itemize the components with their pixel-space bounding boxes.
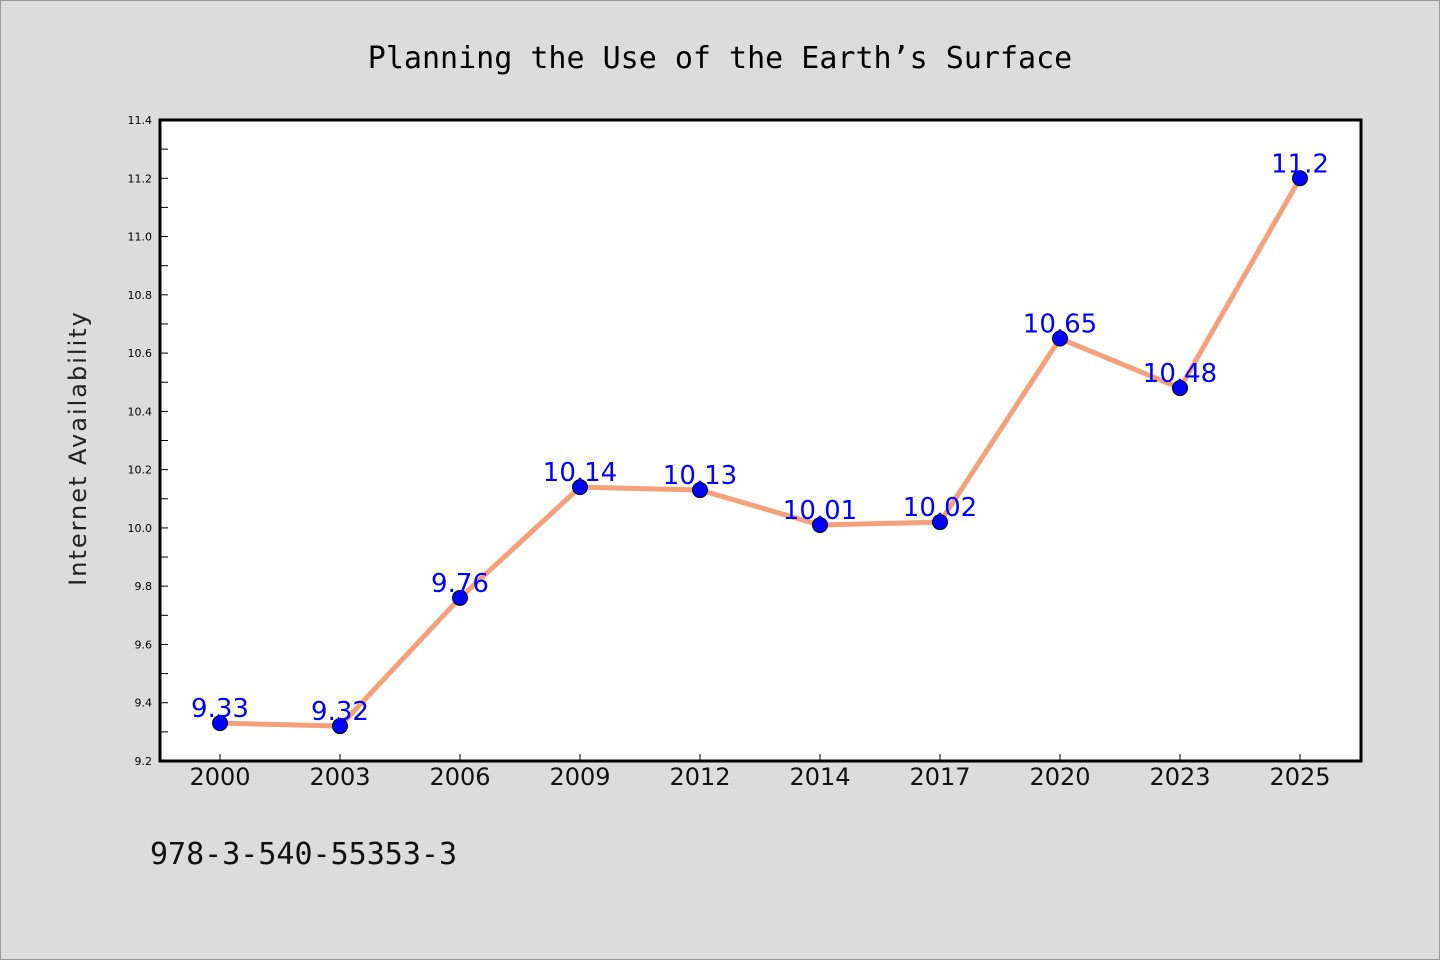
isbn-text: 978-3-540-55353-3: [150, 837, 457, 872]
y-tick-label: 10.6: [128, 347, 153, 360]
x-tick-label: 2017: [909, 763, 970, 791]
data-label: 10.02: [903, 493, 977, 523]
data-label: 9.32: [311, 697, 369, 727]
x-tick-label: 2023: [1149, 763, 1210, 791]
y-tick-label: 9.6: [135, 638, 153, 651]
y-tick-label: 10.8: [128, 289, 153, 302]
x-tick-label: 2012: [669, 763, 730, 791]
data-label: 10.65: [1023, 310, 1097, 340]
chart-title: Planning the Use of the Earth’s Surface: [368, 41, 1072, 76]
data-label: 10.01: [783, 496, 857, 526]
x-tick-label: 2014: [789, 763, 850, 791]
data-point: [572, 479, 588, 496]
x-tick-label: 2000: [189, 763, 250, 791]
data-point: [1052, 330, 1068, 347]
data-label: 11.2: [1271, 149, 1329, 179]
data-point: [1292, 170, 1308, 187]
y-tick-label: 10.2: [128, 464, 153, 477]
x-axis-ticks: 2000 2003 2006 2009 2012 2014 2017 2020 2023 2025: [189, 754, 1331, 791]
x-tick-label: 2020: [1029, 763, 1090, 791]
x-tick-label: 2009: [549, 763, 610, 791]
y-axis-ticks: 9.2 9.4 9.6 9.8 10.0 10.2 10.4 10.6 10.8 11.0 11.2…: [128, 114, 168, 768]
data-point: [932, 514, 948, 531]
y-tick-label: 11.4: [128, 114, 153, 127]
data-label: 10.14: [543, 458, 617, 488]
data-label: 9.76: [431, 569, 489, 599]
x-tick-label: 2025: [1269, 763, 1330, 791]
data-markers: [212, 170, 1308, 735]
data-label: 9.33: [191, 694, 249, 724]
y-tick-label: 9.8: [135, 580, 153, 593]
data-point: [452, 589, 468, 606]
y-axis-label: Internet Availability: [64, 310, 92, 586]
series-line: [217, 175, 1303, 729]
data-point: [1172, 380, 1188, 397]
data-point: [692, 482, 708, 499]
y-tick-label: 9.2: [135, 755, 153, 768]
y-tick-label: 10.0: [128, 522, 153, 535]
y-tick-label: 11.0: [128, 231, 153, 244]
data-label: 10.48: [1143, 359, 1217, 389]
y-tick-label: 11.2: [128, 172, 153, 185]
y-tick-label: 9.4: [135, 697, 153, 710]
plot-area: [158, 118, 1363, 763]
x-tick-label: 2006: [429, 763, 490, 791]
series-polyline: [217, 175, 1303, 729]
data-label: 10.13: [663, 461, 737, 491]
data-point: [332, 718, 348, 735]
x-tick-label: 2003: [309, 763, 370, 791]
data-point: [212, 715, 228, 732]
data-labels: 9.33 9.32 9.76 10.14 10.13 10.01 10.02 10.65 10.…: [191, 149, 1329, 727]
y-tick-label: 10.4: [128, 405, 153, 418]
data-point: [812, 516, 828, 533]
